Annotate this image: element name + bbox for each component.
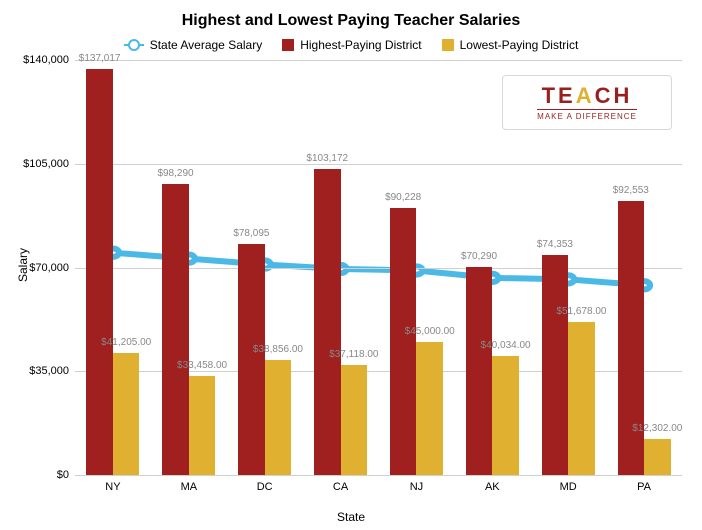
legend-item-avg: State Average Salary (124, 38, 263, 52)
bar-lowest: $33,458.00 (189, 376, 216, 475)
bar-lowest: $51,678.00 (568, 322, 595, 475)
x-tick-label: CA (333, 475, 348, 493)
y-tick-label: $105,000 (23, 158, 75, 170)
x-axis-label: State (0, 510, 702, 524)
bar-label-lowest: $38,856.00 (238, 344, 318, 355)
bar-label-lowest: $45,000.00 (390, 326, 470, 337)
bar-label-highest: $98,290 (136, 168, 216, 179)
bar-label-lowest: $40,034.00 (466, 340, 546, 351)
bar-label-highest: $74,353 (515, 239, 595, 250)
bar-highest: $90,228 (390, 208, 417, 475)
x-tick-label: NY (105, 475, 120, 493)
bar-label-lowest: $41,205.00 (86, 337, 166, 348)
bar-highest: $74,353 (542, 255, 569, 475)
bar-label-lowest: $33,458.00 (162, 360, 242, 371)
bar-label-highest: $78,095 (211, 228, 291, 239)
logo-subtitle: MAKE A DIFFERENCE (537, 109, 637, 121)
bar-highest: $98,290 (162, 184, 189, 475)
bar-lowest: $41,205.00 (113, 353, 140, 475)
legend-item-lowest: Lowest-Paying District (442, 38, 579, 52)
grid-line (75, 60, 682, 61)
x-tick-label: MD (560, 475, 577, 493)
bar-highest: $70,290 (466, 267, 493, 475)
x-tick-label: AK (485, 475, 500, 493)
legend-item-highest: Highest-Paying District (282, 38, 421, 52)
bar-label-lowest: $37,118.00 (314, 349, 394, 360)
bar-label-lowest: $12,302.00 (617, 423, 697, 434)
bar-label-highest: $70,290 (439, 251, 519, 262)
legend-box-highest (282, 39, 294, 51)
bar-highest: $103,172 (314, 169, 341, 475)
x-tick-label: PA (637, 475, 651, 493)
y-tick-label: $70,000 (29, 262, 75, 274)
bar-lowest: $45,000.00 (416, 342, 443, 475)
x-tick-label: NJ (410, 475, 423, 493)
bar-label-highest: $92,553 (591, 185, 671, 196)
bar-label-highest: $103,172 (287, 153, 367, 164)
bar-highest: $92,553 (618, 201, 645, 475)
bar-highest: $78,095 (238, 244, 265, 475)
x-tick-label: MA (181, 475, 198, 493)
legend-box-lowest (442, 39, 454, 51)
bar-lowest: $37,118.00 (341, 365, 368, 475)
chart-container: Highest and Lowest Paying Teacher Salari… (0, 0, 702, 530)
logo-text: TEACH (542, 85, 633, 107)
bar-lowest: $12,302.00 (644, 439, 671, 475)
bar-lowest: $40,034.00 (492, 356, 519, 475)
y-axis-label: Salary (16, 248, 30, 282)
y-tick-label: $35,000 (29, 365, 75, 377)
grid-line (75, 475, 682, 476)
bar-label-lowest: $51,678.00 (541, 306, 621, 317)
y-tick-label: $0 (57, 469, 75, 481)
grid-line (75, 164, 682, 165)
legend-label-lowest: Lowest-Paying District (460, 38, 579, 52)
bar-label-highest: $90,228 (363, 192, 443, 203)
bar-lowest: $38,856.00 (265, 360, 292, 475)
teach-logo: TEACH MAKE A DIFFERENCE (502, 75, 672, 130)
bar-label-highest: $137,017 (60, 53, 140, 64)
chart-title: Highest and Lowest Paying Teacher Salari… (0, 12, 702, 30)
legend-label-highest: Highest-Paying District (300, 38, 421, 52)
legend: State Average Salary Highest-Paying Dist… (0, 38, 702, 52)
legend-label-avg: State Average Salary (150, 38, 263, 52)
x-tick-label: DC (257, 475, 273, 493)
legend-line-marker (124, 44, 144, 46)
bar-highest: $137,017 (86, 69, 113, 475)
